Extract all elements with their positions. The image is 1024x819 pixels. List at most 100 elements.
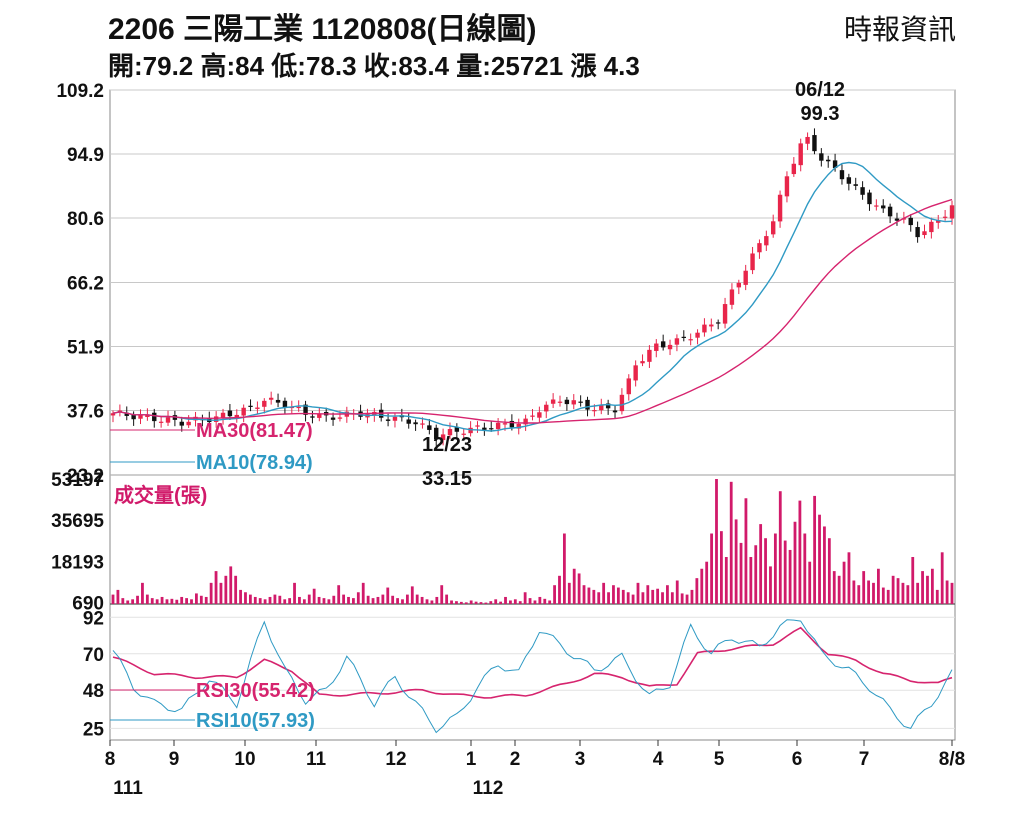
candle-body [468, 427, 473, 434]
candle-body [124, 412, 129, 416]
candle-body [819, 153, 824, 161]
x-month-label: 7 [859, 749, 870, 770]
volume-bar [469, 600, 473, 604]
volume-bar [906, 585, 910, 604]
volume-bar [666, 585, 669, 604]
volume-bar [793, 521, 797, 604]
volume-bar [832, 571, 836, 604]
volume-bar [813, 495, 817, 604]
candle-body [475, 425, 480, 427]
candle-body [839, 170, 845, 180]
candle-body [894, 218, 900, 221]
candle-body [337, 417, 343, 419]
candle-body [585, 399, 590, 410]
volume-tick-label: 18193 [51, 552, 104, 573]
x-month-label: 2 [510, 749, 521, 770]
volume-bar [930, 568, 934, 604]
volume-bar [258, 598, 262, 604]
candle-body [145, 414, 150, 417]
volume-bar [376, 596, 380, 604]
x-month-label: 12 [385, 749, 406, 770]
volume-bar [116, 589, 120, 604]
volume-bar [646, 585, 650, 604]
volume-bar [857, 585, 861, 604]
volume-bar [459, 601, 463, 604]
volume-bar [195, 593, 198, 604]
volume-tick-label: 53197 [51, 470, 104, 491]
candle-body [234, 414, 239, 418]
ma10-legend: MA10(78.94) [196, 452, 313, 474]
volume-bar [670, 592, 674, 604]
candle-body [936, 219, 941, 223]
volume-bar [381, 594, 385, 604]
volume-bar [327, 599, 331, 604]
volume-bar [538, 596, 542, 604]
candle-body [571, 400, 576, 405]
volume-bar [155, 599, 159, 604]
candle-body [427, 425, 432, 430]
volume-bar [180, 596, 184, 604]
candle-body [729, 289, 735, 305]
candle-body [599, 405, 604, 411]
candle-body [640, 361, 645, 364]
volume-bar [214, 571, 218, 604]
volume-bar [651, 589, 655, 604]
volume-bar [852, 580, 856, 604]
quote-stats: 開:79.2 高:84 低:78.3 收:83.4 量:25721 漲 4.3 [108, 51, 640, 81]
volume-bar [244, 592, 247, 604]
volume-bar [749, 557, 753, 604]
candle-body [605, 403, 611, 409]
candle-body [275, 399, 281, 403]
volume-bar [185, 598, 188, 604]
candle-body [860, 187, 865, 195]
volume-bar [759, 524, 763, 604]
candle-body [117, 410, 123, 412]
candle-body [248, 405, 253, 407]
volume-bar [798, 500, 802, 604]
volume-bar [371, 598, 375, 604]
volume-bar [219, 582, 223, 604]
volume-bar [136, 595, 139, 604]
volume-bar [464, 602, 468, 604]
rsi-tick-label: 92 [83, 608, 104, 629]
x-month-label: 10 [234, 749, 255, 770]
candle-body [922, 231, 927, 236]
volume-bar [170, 598, 174, 604]
volume-bar [479, 602, 483, 604]
volume-bar [455, 601, 458, 604]
volume-bar [788, 549, 792, 604]
candle-body [770, 221, 776, 235]
candle-body [482, 427, 487, 430]
volume-bar [911, 557, 915, 604]
volume-bar [268, 596, 272, 604]
volume-tick-label: 35695 [51, 511, 104, 532]
candle-body [846, 177, 852, 184]
volume-bar [342, 594, 346, 604]
volume-bar [523, 592, 527, 604]
volume-bar [405, 594, 409, 604]
candle-body [406, 419, 411, 424]
volume-bar [916, 582, 920, 604]
volume-bar [744, 498, 748, 604]
volume-bar [435, 596, 439, 604]
volume-bar [896, 578, 900, 604]
candle-body [832, 160, 838, 169]
data-source: 時報資訊 [843, 14, 956, 45]
volume-tick-label: 690 [72, 593, 104, 614]
candle-body [303, 404, 308, 415]
candle-body [413, 422, 418, 425]
candle-body [929, 221, 934, 233]
volume-bar [199, 595, 203, 604]
candle-body [317, 413, 322, 418]
price-tick-label: 94.9 [67, 145, 104, 166]
volume-bar [312, 588, 316, 604]
volume-bar [504, 596, 507, 604]
volume-bar [803, 533, 807, 604]
candle-body [179, 421, 184, 426]
volume-bar [425, 599, 429, 604]
candle-body [853, 184, 858, 186]
volume-bar [543, 598, 547, 604]
volume-bar [940, 552, 944, 604]
rsi30-legend: RSI30(55.42) [196, 680, 315, 702]
candle-body [695, 332, 700, 338]
